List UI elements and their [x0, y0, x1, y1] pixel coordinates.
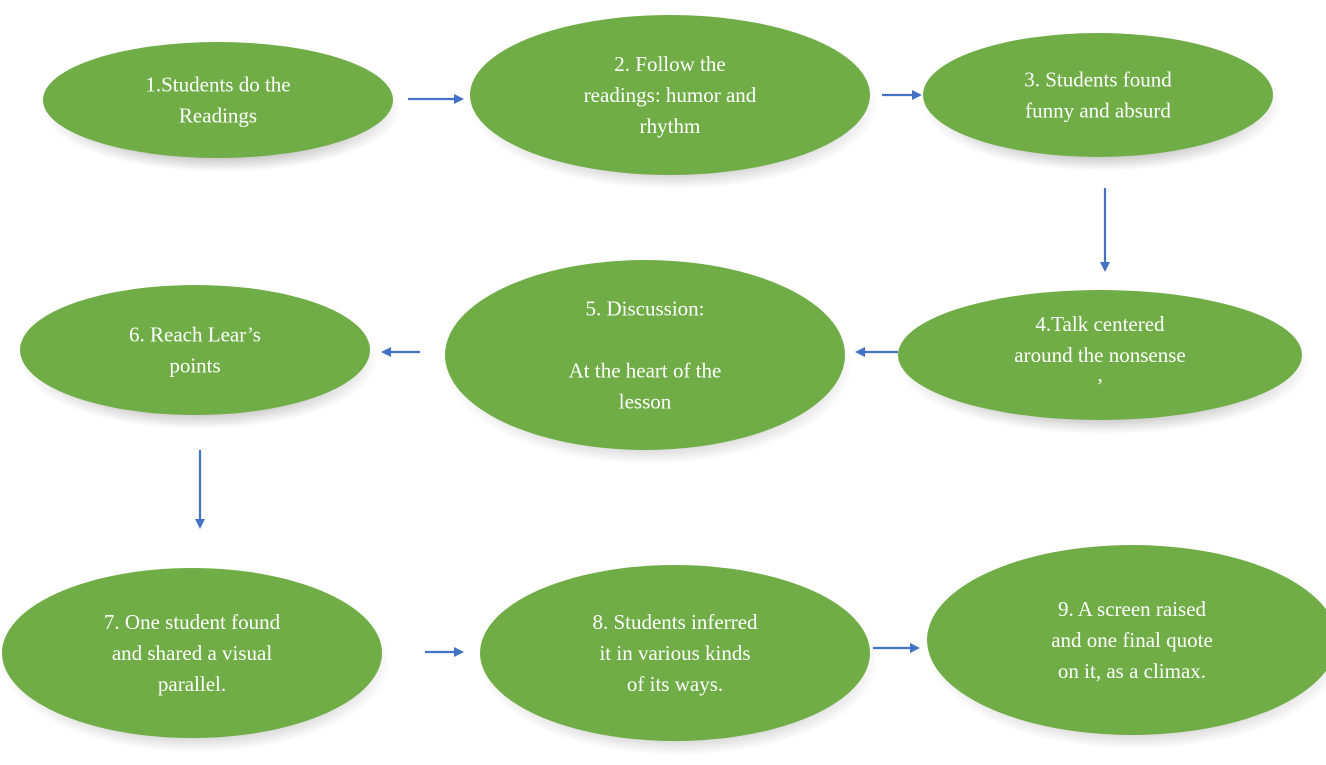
node-label-line: on it, as a climax.: [1058, 659, 1206, 683]
node-label-line: readings: humor and: [584, 83, 757, 107]
node-ellipse: [923, 33, 1273, 157]
node-ellipse: [20, 285, 370, 415]
node-ellipse: [2, 568, 382, 738]
node-label-line: ’: [1097, 374, 1104, 398]
node-label-line: of its ways.: [627, 672, 723, 696]
node-n7: 7. One student found and shared a visual p…: [2, 568, 390, 752]
node-label-line: 5. Discussion:: [585, 297, 704, 321]
node-label-line: parallel.: [158, 672, 226, 696]
node-label-line: around the nonsense: [1014, 343, 1185, 367]
node-n1: 1.Students do the Readings: [43, 42, 401, 172]
node-label-line: it in various kinds: [599, 641, 750, 665]
node-n5: 5. Discussion: At the heart of the lesson: [445, 260, 853, 464]
node-label-line: 9. A screen raised: [1058, 597, 1207, 621]
node-label-line: 7. One student found: [104, 610, 281, 634]
node-label-line: 2. Follow the: [614, 52, 725, 76]
node-n8: 8. Students inferred it in various kinds o…: [480, 565, 878, 755]
node-n3: 3. Students found funny and absurd: [923, 33, 1281, 171]
node-ellipse: [470, 15, 870, 175]
node-label-line: Readings: [179, 104, 257, 128]
node-label-line: 3. Students found: [1024, 68, 1172, 92]
node-label-line: 1.Students do the: [145, 73, 290, 97]
node-label-line: points: [169, 354, 220, 378]
node-label-line: At the heart of the: [569, 359, 722, 383]
node-label-line: 4.Talk centered: [1035, 312, 1165, 336]
node-label-line: lesson: [619, 390, 672, 414]
node-label-line: funny and absurd: [1025, 99, 1171, 123]
node-ellipse: [898, 290, 1302, 420]
node-ellipse: [480, 565, 870, 741]
node-label-line: and one final quote: [1051, 628, 1213, 652]
node-label-line: 8. Students inferred: [592, 610, 758, 634]
node-label-line: 6. Reach Lear’s: [129, 323, 261, 347]
nodes-layer: 1.Students do the Readings 2. Follow the re…: [2, 15, 1326, 755]
node-n4: 4.Talk centered around the nonsense ’: [898, 290, 1310, 434]
node-n9: 9. A screen raised and one final quote on …: [927, 545, 1326, 749]
node-n2: 2. Follow the readings: humor and rhythm: [470, 15, 878, 189]
node-label-line: and shared a visual: [112, 641, 273, 665]
node-ellipse: [445, 260, 845, 450]
edges-layer: [195, 90, 1110, 657]
node-n6: 6. Reach Lear’s points: [20, 285, 378, 429]
node-label-line: rhythm: [640, 114, 701, 138]
node-ellipse: [43, 42, 393, 158]
node-ellipse: [927, 545, 1326, 735]
